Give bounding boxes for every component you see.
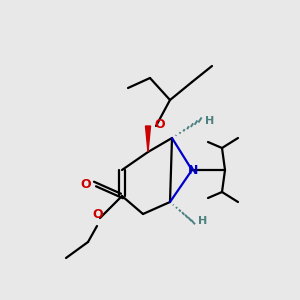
Text: N: N: [188, 164, 198, 176]
Text: O: O: [154, 118, 165, 131]
Polygon shape: [146, 126, 151, 152]
Text: O: O: [93, 208, 103, 220]
Text: O: O: [81, 178, 91, 190]
Text: H: H: [198, 216, 207, 226]
Text: H: H: [205, 116, 214, 126]
